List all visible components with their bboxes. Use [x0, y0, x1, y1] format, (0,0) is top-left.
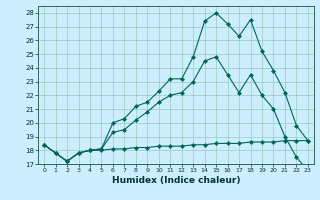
- X-axis label: Humidex (Indice chaleur): Humidex (Indice chaleur): [112, 176, 240, 185]
